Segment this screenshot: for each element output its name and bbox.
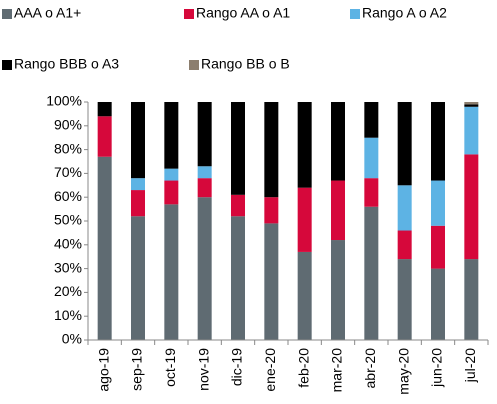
bar-segment [164,180,179,205]
bar-segment [197,178,212,198]
x-tick-label: oct-19 [162,348,178,387]
bar-segment [364,137,379,179]
bar-segment [431,268,445,340]
y-tick-label: 30% [54,259,82,275]
x-tick-label: mar-20 [329,348,345,393]
x-tick-label: jun-20 [429,348,445,388]
bar-segment [331,102,345,181]
bar-segment [397,259,412,340]
bar-segment [397,230,412,260]
bar-segment [464,154,479,260]
x-tick-label: ago-19 [95,348,111,392]
bar-segment [231,216,245,340]
x-tick-label: nov-19 [195,348,211,391]
x-tick-label: abr-20 [362,348,378,389]
legend-swatch [2,60,12,70]
legend-label: Rango BBB o A3 [14,56,119,72]
bar-segment [197,102,212,167]
bar-segment [431,225,445,269]
bar-segment [364,178,379,207]
bar-segment [197,197,212,340]
bar-segment [464,106,479,155]
bar-segment [131,216,145,340]
y-tick-label: 90% [54,117,82,133]
x-tick-label: dic-19 [229,348,245,386]
bar-segment [131,178,145,191]
bar-segment [231,194,245,217]
x-tick-label: feb-20 [295,348,311,388]
bar-segment [331,180,345,241]
bar-segment [431,102,445,181]
y-tick-label: 50% [54,212,82,228]
legend-label: Rango BB o B [201,56,290,72]
bar-segment [264,197,279,224]
bar-segment [464,102,479,105]
y-tick-label: 60% [54,188,82,204]
legend-swatch [2,9,12,19]
legend-label: Rango A o A2 [362,5,447,21]
bar-segment [97,102,112,117]
bar-segment [97,156,112,340]
bar-segment [231,102,245,195]
y-tick-label: 0% [62,331,82,347]
bar-segment [131,102,145,179]
bar-segment [431,180,445,226]
legend-swatch [184,9,194,19]
bar-segment [264,223,279,340]
bar-segment [397,102,412,186]
x-tick-label: sep-19 [129,348,145,391]
bar-segment [297,187,312,252]
y-tick-label: 100% [46,93,82,109]
bar-segment [264,102,279,198]
bar-segment [197,166,212,179]
bar-segment [164,204,179,340]
legend-swatch [350,9,360,19]
bar-segment [364,206,379,340]
x-tick-label: ene-20 [262,348,278,392]
bar-segment [464,259,479,340]
y-tick-label: 80% [54,140,82,156]
bar-segment [164,168,179,181]
legend-label: AAA o A1+ [14,5,81,21]
bar-segment [131,190,145,217]
y-tick-label: 70% [54,164,82,180]
bar-segment [97,116,112,157]
bar-segment [297,102,312,188]
bar-segment [464,104,479,107]
y-tick-label: 40% [54,236,82,252]
x-tick-label: jul-20 [462,348,478,383]
legend-label: Rango AA o A1 [196,5,290,21]
legend-swatch [189,60,199,70]
bar-segment [397,185,412,231]
bar-segment [364,102,379,138]
y-tick-label: 10% [54,307,82,323]
bar-segment [164,102,179,169]
bar-segment [297,251,312,340]
x-tick-label: may-20 [395,348,411,395]
y-tick-label: 20% [54,283,82,299]
bar-segment [331,240,345,340]
